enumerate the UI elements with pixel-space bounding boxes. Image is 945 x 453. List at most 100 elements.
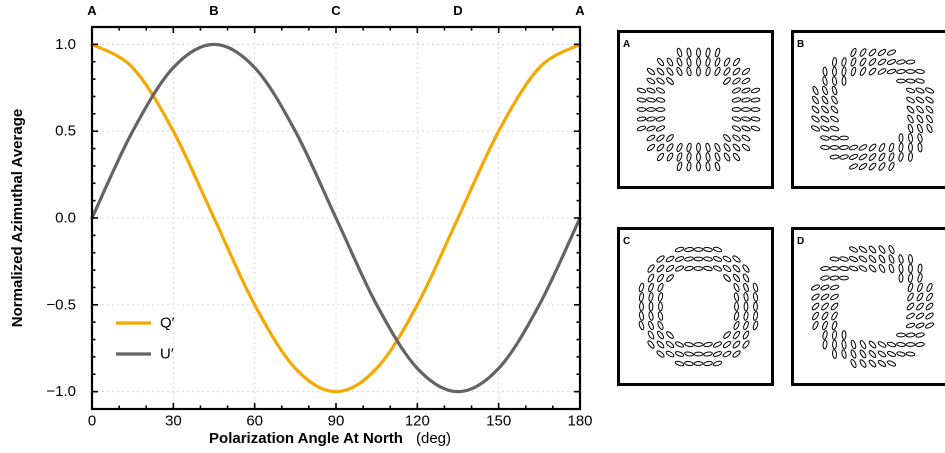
polarization-ellipse [859, 359, 867, 368]
polarization-ellipse [821, 95, 829, 105]
polarization-ellipse [646, 134, 656, 142]
legend-label: Q′ [160, 315, 175, 332]
polarization-ellipse [832, 76, 837, 86]
polarization-ellipse [686, 152, 692, 162]
polarization-ellipse [676, 57, 683, 67]
polarization-ellipse [832, 57, 837, 67]
polarization-ellipse [896, 342, 906, 347]
polarization-ellipse [742, 273, 750, 283]
polarization-ellipse [877, 341, 887, 348]
polarization-ellipse [915, 96, 925, 104]
polarization-ellipse [812, 95, 819, 105]
polarization-ellipse [646, 67, 656, 76]
x-tick-label: 60 [246, 412, 263, 429]
legend: Q′ U′ [116, 315, 175, 363]
polarization-ellipse [820, 275, 830, 281]
polarization-ellipse [916, 105, 924, 114]
polarization-ellipse [732, 350, 741, 358]
inset-panel-b: B [791, 30, 945, 189]
polarization-ellipse [743, 292, 749, 302]
polarization-ellipse [696, 161, 701, 172]
polarization-ellipse [750, 97, 761, 103]
polarization-ellipse [908, 263, 913, 274]
polarization-ellipse [646, 87, 656, 94]
x-tick-label: 180 [567, 412, 592, 429]
polarization-ellipse [839, 135, 849, 141]
top-marker-label: C [331, 3, 341, 18]
polarization-ellipse [822, 85, 828, 96]
polarization-ellipse [820, 145, 830, 150]
polarization-ellipse [696, 142, 701, 153]
polarization-ellipse [917, 142, 923, 153]
polarization-ellipse [924, 322, 935, 329]
polarization-ellipse [858, 144, 868, 151]
polarization-ellipse [648, 282, 654, 293]
polarization-ellipse [878, 143, 886, 152]
polarization-ellipses [638, 246, 759, 367]
polarization-ellipse [868, 153, 877, 161]
polarization-ellipse [723, 331, 731, 339]
polarization-ellipse [839, 154, 849, 160]
polarization-ellipse [915, 78, 925, 84]
polarization-ellipse [741, 67, 751, 76]
polarization-ellipse [839, 266, 849, 271]
y-tick-label: −0.5 [46, 296, 76, 313]
polarization-ellipse [639, 301, 644, 312]
polarization-ellipse [925, 312, 934, 320]
polarization-ellipse [676, 142, 683, 153]
polarization-ellipse [732, 134, 741, 142]
polarization-ellipse [908, 152, 913, 162]
polarization-ellipse [732, 273, 741, 283]
polarization-ellipse [829, 145, 840, 150]
polarization-ellipse [723, 152, 731, 162]
polarization-ellipse [888, 161, 895, 172]
polarization-ellipse [822, 320, 828, 331]
polarization-ellipse [636, 87, 647, 94]
inset-frame [617, 30, 774, 189]
polarization-ellipse [850, 339, 857, 350]
polarization-ellipse [743, 311, 749, 321]
polarization-ellipse [888, 142, 895, 153]
polarization-ellipse [850, 349, 857, 359]
polarization-ellipse [926, 292, 933, 302]
x-tick-label: 120 [405, 412, 430, 429]
polarization-ellipse [905, 351, 916, 357]
polarization-ellipse [676, 66, 683, 77]
polarization-ellipse [656, 255, 665, 263]
polarization-ellipse [646, 97, 656, 103]
polarization-ellipse [686, 142, 692, 153]
polarization-ellipse [886, 59, 897, 65]
polarization-ellipse [832, 339, 837, 350]
polarization-ellipse [723, 134, 731, 142]
polarization-ellipse [741, 134, 751, 142]
polarization-ellipse [868, 264, 877, 273]
polarization-ellipse [666, 57, 674, 67]
polarization-ellipse [829, 135, 840, 141]
polarization-ellipse [723, 143, 731, 152]
polarization-ellipse [750, 116, 761, 122]
polarization-ellipse [655, 116, 666, 122]
polarization-ellipse [705, 142, 711, 153]
polarization-ellipse [859, 48, 867, 57]
polarization-ellipse [676, 161, 683, 172]
polarization-ellipse [752, 282, 759, 293]
polarization-ellipse [656, 67, 665, 76]
polarization-ellipse [820, 125, 830, 132]
polarization-ellipse [703, 246, 713, 253]
axis-ticks [91, 27, 581, 409]
polarization-ellipse [648, 301, 654, 312]
polarization-ellipse [848, 265, 859, 272]
polarization-ellipse [868, 58, 877, 66]
polarization-ellipse [752, 311, 759, 321]
polarization-ellipse [656, 273, 665, 283]
polarization-ellipse [925, 105, 934, 114]
polarization-ellipse [732, 67, 741, 76]
polarization-ellipse [733, 282, 740, 293]
polarization-ellipse [841, 76, 847, 86]
polarization-ellipse [811, 302, 820, 311]
polarization-ellipse [665, 350, 675, 358]
polarization-ellipse [831, 320, 838, 331]
polarization-ellipse [696, 66, 701, 77]
polarization-ellipse [915, 312, 925, 320]
polarization-ellipse [647, 340, 655, 349]
